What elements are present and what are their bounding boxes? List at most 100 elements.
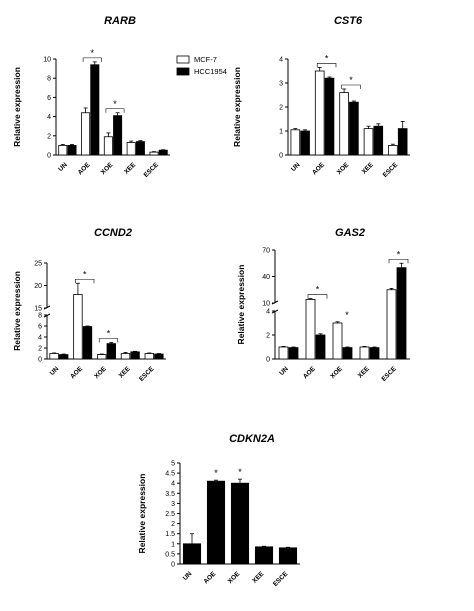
significance-star: * [113,99,117,109]
y-tick-label: 8 [38,313,42,320]
significance-bracket [341,84,361,89]
x-tick-label: XOE [100,161,115,176]
x-tick-label: AOE [69,365,84,380]
y-axis-label: Relative expression [232,67,242,147]
y-tick-label: 8 [47,76,51,83]
bar-esce-hcc1954 [154,353,164,360]
y-tick-label: 4 [279,57,283,64]
y-tick-label: 1 [171,541,175,548]
y-tick-label: 0 [47,153,51,160]
bar-esce-mcf7 [149,151,159,156]
y-tick-label: 1.5 [165,531,175,538]
y-tick-label: 0 [266,357,270,364]
bar-xee-hcc1954 [254,546,274,565]
y-axis-label: Relative expression [137,474,147,554]
significance-bracket [316,63,337,68]
chart-cst6: CST6 Relative expression 0 1 2 3 4 UN AOE XOE XEE E… [232,15,410,179]
bar-un-mcf7 [278,346,289,360]
y-axis-label: Relative expression [12,271,22,351]
chart-title: RARB [104,15,136,27]
bar-un-hcc1954 [67,144,77,156]
significance-bracket [75,278,95,284]
x-tick-label: XEE [357,365,372,380]
chart-title: CST6 [334,15,363,27]
bar-aoe-hcc1954 [82,326,93,360]
bar-xee-mcf7 [363,128,374,156]
bar-un-hcc1954 [288,347,299,360]
y-tick-label: 4 [38,335,42,342]
significance-bracket [388,258,409,264]
y-axis-label: Relative expression [12,67,22,147]
bar-un-hcc1954 [182,543,202,565]
y-tick-label: 3.5 [165,491,175,498]
x-tick-label: XOE [93,365,108,380]
bar-un-mcf7 [49,353,59,360]
significance-star: * [345,310,349,320]
y-tick-label: 0 [171,562,175,569]
bar-xoe-mcf7 [97,354,107,360]
bar-xee-hcc1954 [373,125,384,156]
bar-un-mcf7 [290,129,301,156]
bar-aoe-mcf7 [73,294,83,360]
bar-xoe-hcc1954 [342,347,353,360]
bar-xoe-hcc1954 [230,482,250,565]
bar-xoe-mcf7 [332,322,343,360]
y-tick-label: 2 [171,521,175,528]
x-tick-label: AOE [77,161,92,176]
bar-xoe-hcc1954 [349,101,359,156]
bar-esce-hcc1954 [158,149,168,156]
y-tick-label: 40 [262,274,270,281]
significance-star: * [90,48,94,58]
y-tick-label: 2 [47,133,51,140]
significance-bracket [105,108,125,113]
bar-aoe-mcf7 [314,70,325,156]
bar-aoe-mcf7 [81,112,91,156]
significance-star: * [238,467,242,477]
chart-rarb: RARB Relative expression 0 2 4 6 8 10 UN AOE XOE XE… [12,15,227,179]
y-tick-label: 3 [279,81,283,88]
significance-star: * [214,468,218,478]
significance-bracket [307,294,328,299]
significance-star: * [397,249,401,259]
bar-esce-hcc1954 [278,547,298,565]
legend-label: MCF-7 [194,55,217,64]
bar-esce-hcc1954 [396,267,407,360]
x-tick-label: XEE [118,365,133,380]
chart-cdkn2a: CDKN2A Relative expression 0 0.5 1 1.5 2 2.5 3 3.… [137,433,300,588]
bar-aoe-hcc1954 [315,334,326,360]
x-tick-label: ESCE [272,570,290,588]
legend-swatch-mcf7 [176,55,190,64]
y-tick-label: 5 [171,461,175,468]
bar-xoe-hcc1954 [113,115,123,156]
chart-ccnd2: CCND2 Relative expression 0 2 4 6 815 20 25 UN AOE… [12,227,166,383]
legend: MCF-7 HCC1954 [176,55,227,76]
bar-aoe-mcf7 [305,299,316,360]
bar-xee-hcc1954 [135,141,145,156]
bar-un-mcf7 [58,144,68,156]
chart-gas2: GAS2 Relative expression 0 2 410 40 70 UN AOE XOE… [236,227,410,383]
y-tick-label: 25 [34,261,42,268]
y-tick-label: 0 [279,153,283,160]
bar-aoe-hcc1954 [206,480,226,565]
x-tick-label: XOE [227,570,242,585]
x-tick-label: ESCE [138,365,156,383]
x-tick-label: XEE [123,161,138,176]
y-tick-label: 6 [47,95,51,102]
bar-esce-hcc1954 [397,128,408,156]
significance-bracket [82,57,102,62]
bar-xee-mcf7 [120,353,131,360]
x-tick-label: UN [278,365,290,377]
y-tick-label: 4.5 [165,471,175,478]
bar-xoe-mcf7 [339,92,349,156]
y-tick-label: 4 [266,309,270,316]
bar-aoe-hcc1954 [324,77,335,156]
x-tick-label: UN [57,161,69,173]
chart-title: CCND2 [94,227,132,239]
chart-title: CDKN2A [229,433,275,445]
y-tick-label: 4 [47,114,51,121]
chart-title: GAS2 [335,227,365,239]
significance-star: * [316,285,320,295]
y-tick-label: 6 [38,324,42,331]
significance-star: * [107,329,111,339]
